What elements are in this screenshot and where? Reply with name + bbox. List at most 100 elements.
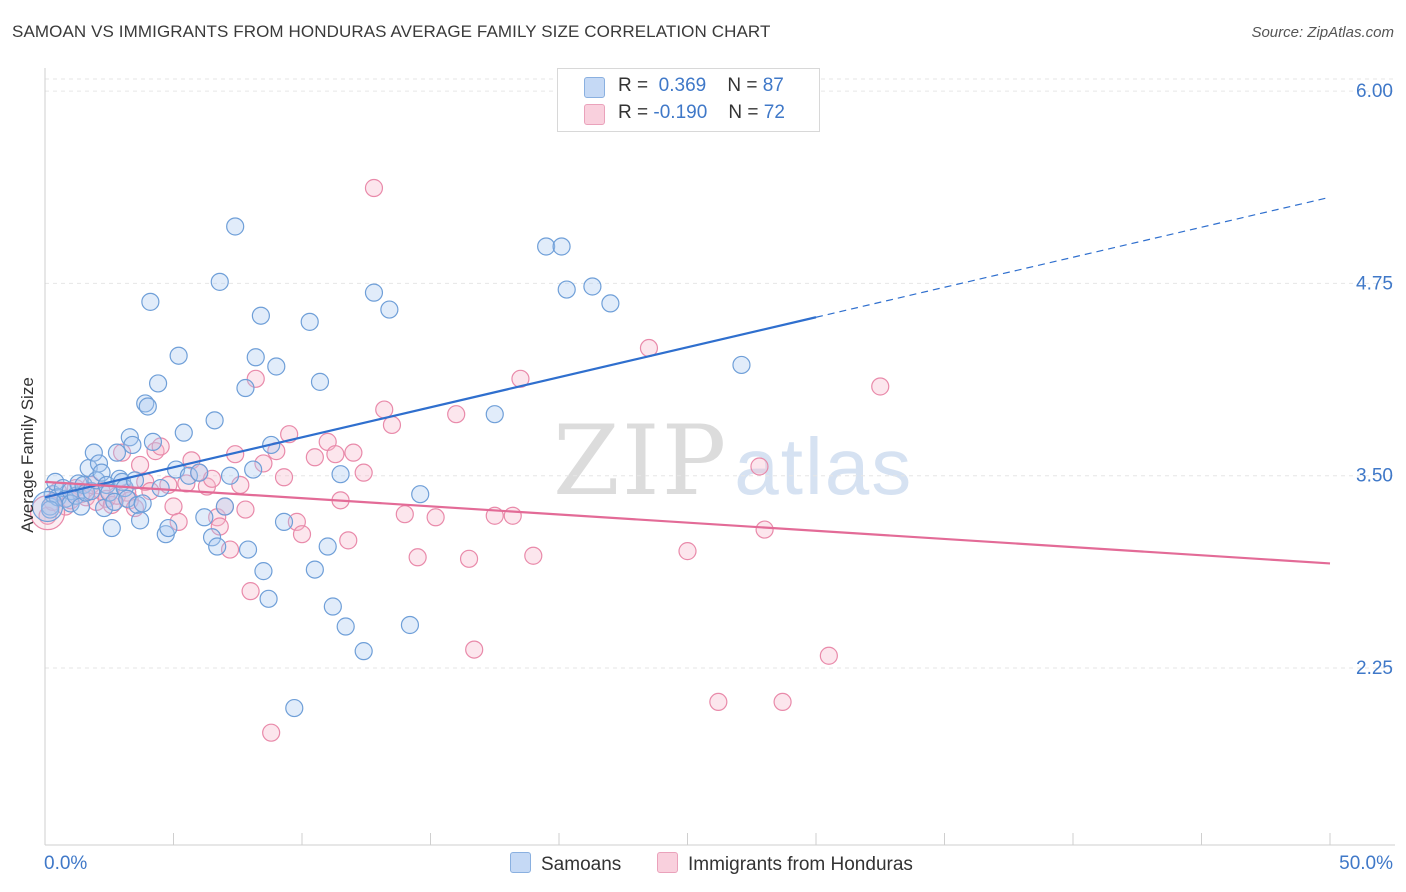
data-point-samoans [143, 432, 163, 451]
source-label: Source: ZipAtlas.com [1251, 24, 1394, 41]
data-point-samoans [141, 292, 160, 311]
x-tick-label-min: 0.0% [44, 853, 87, 874]
n-label: N = [727, 75, 758, 96]
data-point-samoans [208, 537, 227, 556]
data-point-honduras [755, 520, 774, 539]
data-point-samoans [251, 306, 270, 325]
data-point-samoans [220, 466, 240, 485]
data-point-samoans [254, 562, 273, 581]
n-value-samoans: 87 [762, 75, 784, 96]
data-point-honduras [503, 506, 522, 525]
data-point-samoans [236, 378, 255, 398]
data-point-samoans [380, 300, 399, 319]
data-point-samoans [274, 512, 294, 531]
n-label: N = [728, 102, 759, 123]
legend-text-samoans: R = 0.369 N = 87 [618, 75, 784, 97]
data-point-honduras [819, 646, 838, 665]
data-point-samoans [411, 485, 430, 504]
data-point-honduras [375, 400, 394, 419]
series-samoans-points [31, 217, 751, 718]
legend-item-honduras: Immigrants from Honduras [657, 852, 913, 876]
r-value-honduras: -0.190 [653, 102, 708, 123]
legend-swatch-blue [584, 77, 605, 98]
data-point-honduras [274, 468, 294, 487]
data-point-honduras [344, 443, 363, 462]
data-point-samoans [300, 312, 319, 331]
data-point-samoans [226, 217, 245, 236]
data-point-honduras [246, 369, 265, 388]
legend-label-honduras: Immigrants from Honduras [688, 854, 913, 875]
data-point-honduras [750, 457, 769, 476]
watermark-zip: ZIP [553, 405, 729, 517]
data-point-samoans [400, 615, 420, 635]
data-point-samoans [205, 411, 224, 430]
data-point-samoans [210, 272, 229, 291]
r-label: R = [618, 75, 649, 96]
data-point-samoans [267, 357, 286, 376]
data-point-samoans [130, 511, 150, 530]
data-point-honduras [326, 445, 345, 464]
legend-item-samoans: Samoans [510, 852, 621, 876]
axes [44, 68, 1395, 846]
data-point-samoans [123, 435, 142, 455]
data-point-samoans [601, 294, 620, 313]
data-point-honduras [395, 505, 414, 524]
data-point-honduras [773, 692, 792, 712]
data-point-samoans [136, 394, 155, 413]
data-point-samoans [331, 465, 350, 484]
data-point-honduras [382, 415, 402, 435]
watermark-atlas: atlas [734, 422, 914, 511]
tick-labels: 2.25 3.50 4.75 6.00 0.0% 50.0% [44, 81, 1393, 874]
data-point-honduras [465, 640, 484, 659]
data-point-samoans [71, 497, 91, 516]
n-value-honduras: 72 [763, 102, 785, 123]
y-tick-label: 6.00 [1356, 81, 1393, 102]
data-point-samoans [364, 283, 384, 302]
data-point-samoans [159, 518, 178, 538]
data-point-samoans [238, 540, 258, 559]
data-point-honduras [112, 443, 132, 462]
data-point-honduras [447, 405, 466, 424]
data-point-samoans [169, 346, 188, 365]
data-point-samoans [318, 537, 337, 556]
data-point-samoans [41, 500, 60, 519]
data-point-samoans [485, 405, 504, 424]
legend-label-samoans: Samoans [541, 854, 622, 875]
data-point-samoans [552, 237, 571, 256]
data-point-samoans [259, 589, 278, 608]
legend-text-honduras: R = -0.190 N = 72 [618, 102, 785, 124]
legend-swatch-samoans [510, 852, 531, 873]
x-tick-label-max: 50.0% [1339, 853, 1393, 874]
trend-lines [44, 196, 1331, 565]
data-point-honduras [236, 500, 255, 519]
y-tick-label: 4.75 [1356, 273, 1393, 294]
data-point-honduras [339, 531, 358, 550]
data-point-honduras [130, 455, 150, 475]
data-point-samoans [732, 355, 751, 375]
data-point-honduras [678, 542, 697, 561]
watermark: ZIPatlas [553, 405, 913, 517]
data-point-samoans [557, 280, 576, 299]
data-point-samoans [354, 642, 373, 661]
data-point-samoans [195, 508, 214, 527]
r-value-samoans: 0.369 [658, 75, 707, 96]
data-point-honduras [524, 546, 543, 565]
data-point-honduras [169, 512, 188, 531]
data-point-honduras [871, 377, 890, 396]
data-point-honduras [354, 463, 373, 482]
r-label: R = [618, 102, 649, 123]
data-point-samoans [179, 466, 199, 485]
data-point-honduras [241, 582, 260, 601]
data-point-honduras [709, 692, 728, 712]
legend-swatch-pink [584, 104, 605, 125]
data-point-honduras [305, 448, 324, 467]
data-point-samoans [310, 372, 330, 391]
legend-swatch-honduras [657, 852, 678, 873]
data-point-honduras [364, 178, 384, 198]
data-point-samoans [244, 460, 263, 479]
data-point-samoans [174, 423, 193, 442]
y-tick-label: 2.25 [1356, 658, 1393, 679]
data-point-honduras [254, 454, 273, 473]
data-point-samoans [84, 443, 103, 462]
